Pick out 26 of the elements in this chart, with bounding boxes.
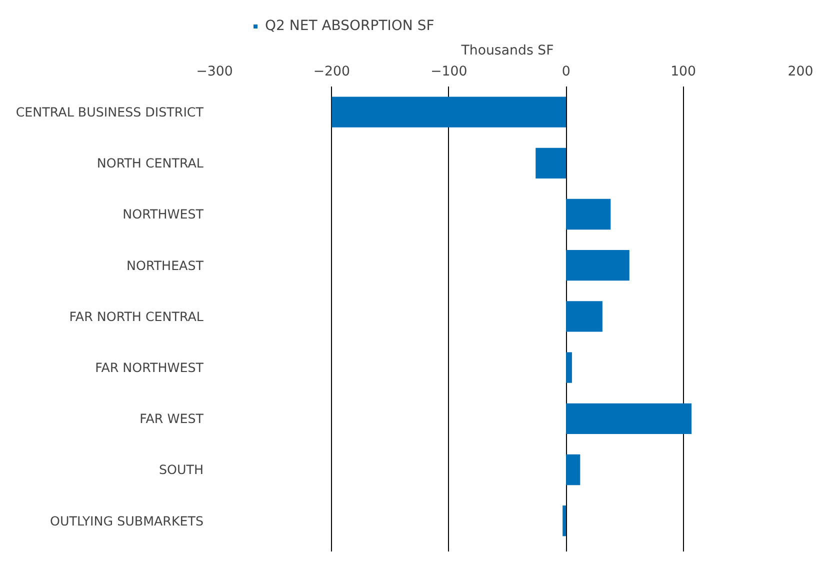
y-tick-label: FAR NORTHWEST: [95, 360, 204, 376]
x-tick-label: 200: [788, 64, 814, 80]
bar: [566, 250, 630, 281]
y-tick-label: CENTRAL BUSINESS DISTRICT: [16, 104, 204, 120]
y-tick-label: NORTHWEST: [122, 206, 204, 222]
x-tick-label: −200: [313, 64, 350, 80]
x-axis-title: Thousands SF: [460, 44, 554, 58]
bar: [566, 198, 611, 230]
bar: [566, 454, 580, 486]
y-tick-label: FAR NORTH CENTRAL: [69, 308, 204, 324]
bar: [566, 403, 692, 434]
x-tick-label: 0: [562, 64, 570, 80]
x-tick-label: −100: [430, 64, 468, 80]
y-tick-label: FAR WEST: [140, 411, 204, 426]
y-tick-label: NORTHEAST: [126, 258, 204, 273]
x-tick-label: −300: [196, 64, 233, 80]
y-tick-label: OUTLYING SUBMARKETS: [50, 513, 204, 528]
bar: [562, 506, 566, 536]
x-tick-label: 100: [670, 64, 696, 80]
y-tick-label: NORTH CENTRAL: [96, 156, 204, 171]
bar: [536, 148, 566, 178]
bar: [566, 352, 572, 383]
bar: [566, 301, 602, 332]
y-tick-label: SOUTH: [158, 462, 204, 478]
legend-label: Q2 NET ABSORPTION SF: [265, 18, 434, 34]
bar: [332, 96, 566, 128]
